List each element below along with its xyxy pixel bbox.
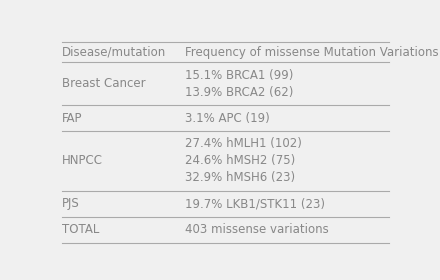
Text: 15.1% BRCA1 (99): 15.1% BRCA1 (99) — [185, 69, 293, 82]
Text: Disease/mutation: Disease/mutation — [62, 46, 166, 59]
Text: 24.6% hMSH2 (75): 24.6% hMSH2 (75) — [185, 155, 295, 167]
Text: 13.9% BRCA2 (62): 13.9% BRCA2 (62) — [185, 86, 293, 99]
Text: FAP: FAP — [62, 111, 82, 125]
Text: TOTAL: TOTAL — [62, 223, 99, 236]
Text: 27.4% hMLH1 (102): 27.4% hMLH1 (102) — [185, 137, 301, 150]
Text: 3.1% APC (19): 3.1% APC (19) — [185, 111, 269, 125]
Text: 403 missense variations: 403 missense variations — [185, 223, 328, 236]
Text: Frequency of missense Mutation Variations: Frequency of missense Mutation Variation… — [185, 46, 438, 59]
Text: 19.7% LKB1/STK11 (23): 19.7% LKB1/STK11 (23) — [185, 197, 325, 210]
Text: HNPCC: HNPCC — [62, 155, 103, 167]
Text: 32.9% hMSH6 (23): 32.9% hMSH6 (23) — [185, 171, 295, 185]
Text: PJS: PJS — [62, 197, 80, 210]
Text: Breast Cancer: Breast Cancer — [62, 77, 146, 90]
